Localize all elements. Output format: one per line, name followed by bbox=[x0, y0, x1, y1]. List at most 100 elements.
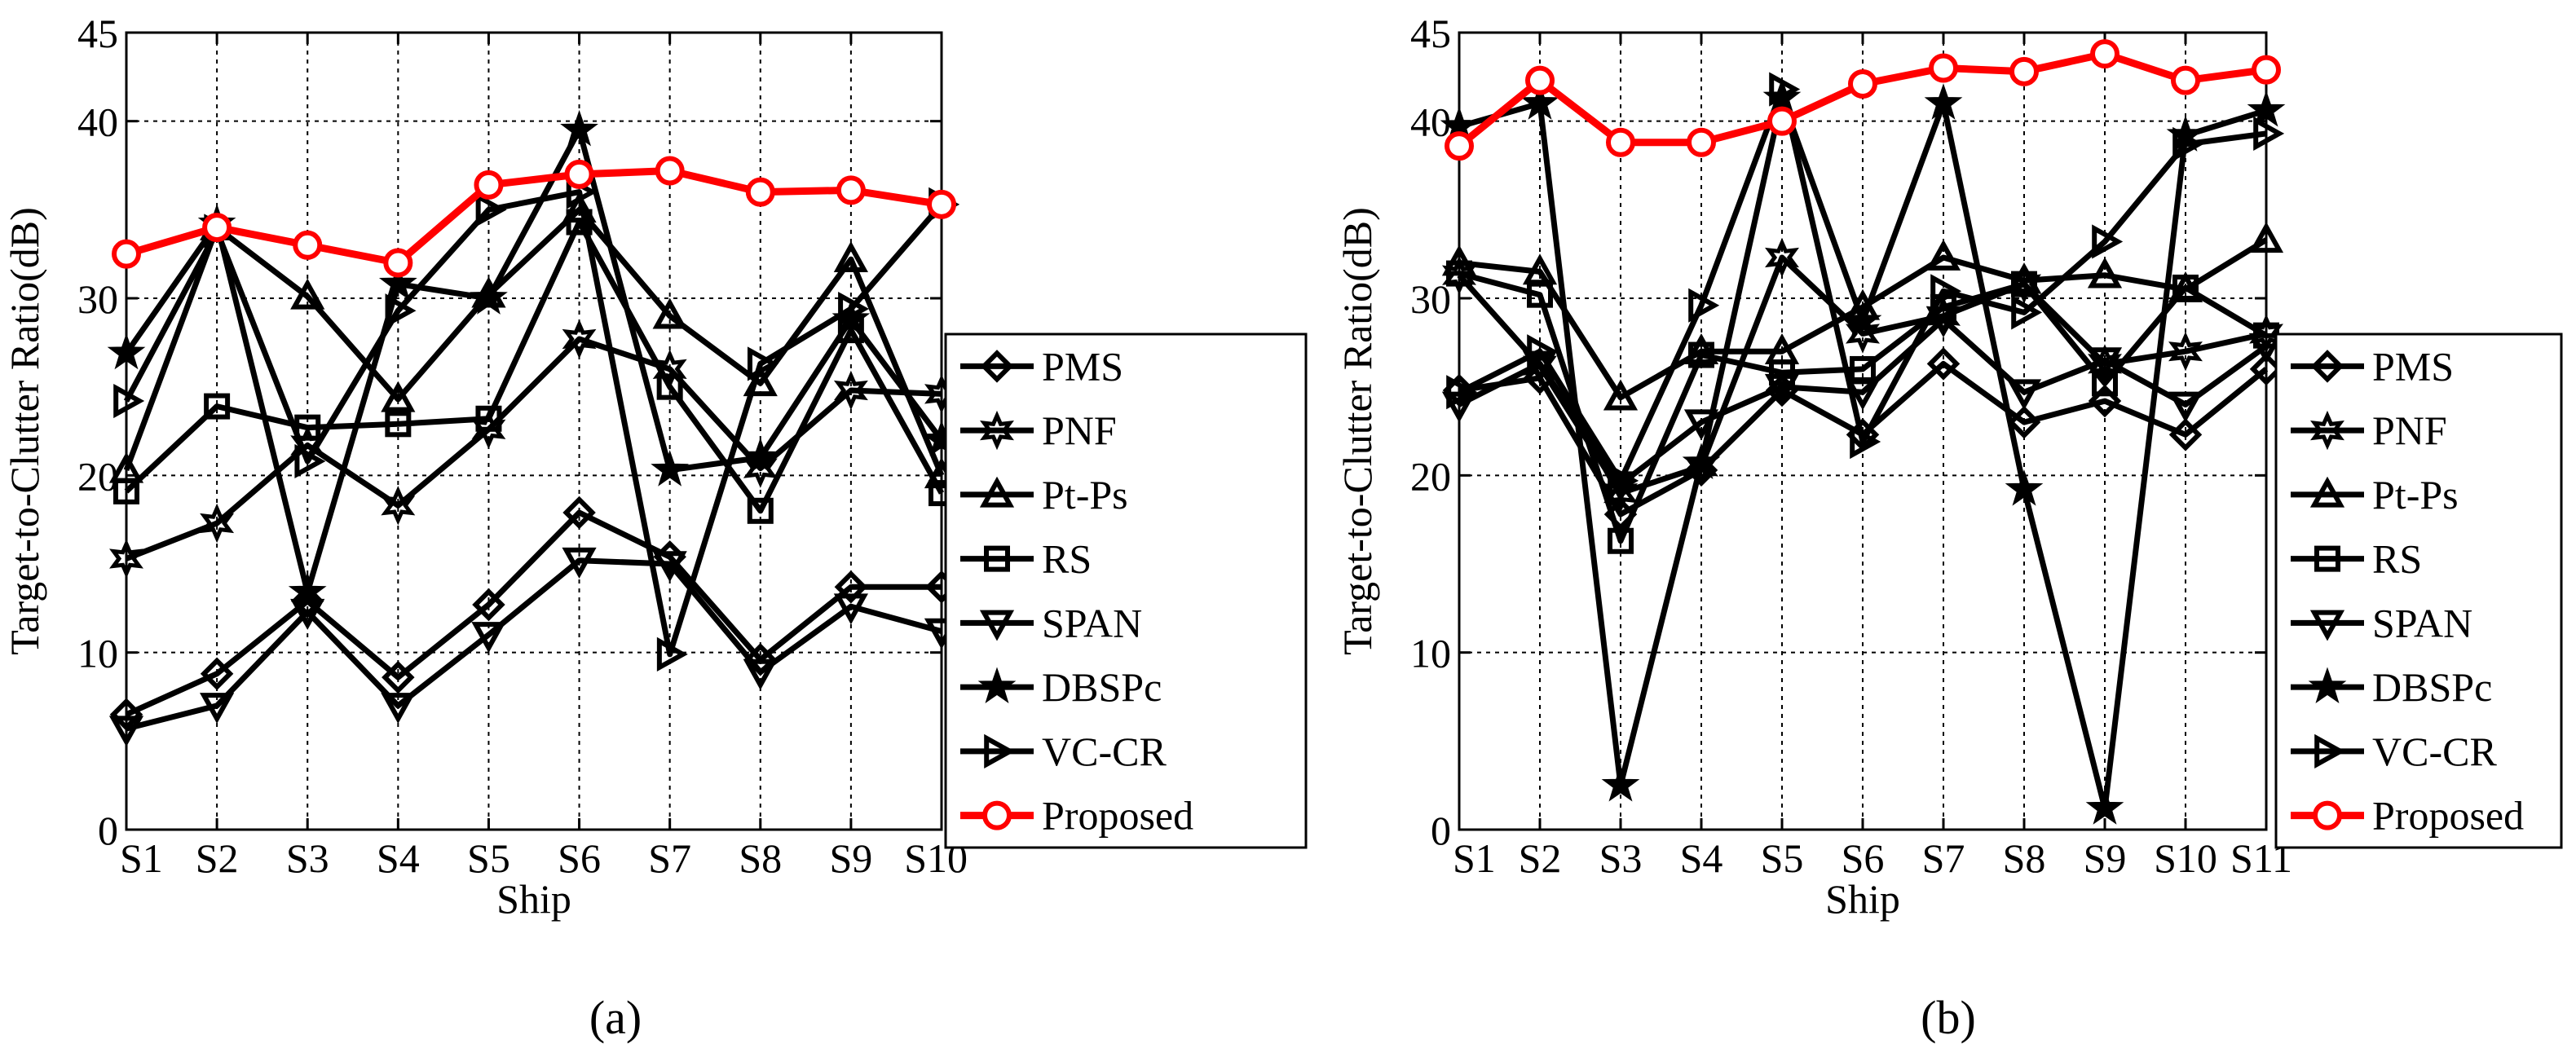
legend-marker bbox=[984, 733, 1016, 769]
data-point-pms bbox=[382, 660, 415, 694]
data-point-span bbox=[1441, 391, 1477, 423]
x-tick-label: S4 bbox=[377, 835, 420, 881]
data-point-vc-cr bbox=[1850, 424, 1881, 460]
data-point-proposed bbox=[2009, 56, 2039, 86]
data-point-dbspc bbox=[1520, 83, 1559, 120]
data-point-span bbox=[200, 693, 235, 724]
legend-label-pnf: PNF bbox=[1042, 407, 1117, 453]
data-point-rs bbox=[656, 373, 683, 400]
data-point-rs bbox=[204, 393, 231, 420]
data-point-span bbox=[2087, 347, 2123, 379]
x-tick-label: S2 bbox=[196, 835, 239, 881]
data-point-pnf bbox=[1846, 314, 1880, 354]
data-point-vc-cr bbox=[294, 443, 326, 479]
data-point-dbspc bbox=[651, 450, 690, 487]
y-tick-label: 10 bbox=[77, 631, 118, 676]
data-point-pnf bbox=[2168, 332, 2203, 372]
data-point-rs bbox=[1527, 281, 1553, 308]
data-point-dbspc bbox=[1924, 83, 1963, 120]
series-span bbox=[108, 547, 959, 747]
data-point-dbspc bbox=[1601, 765, 1640, 802]
data-point-proposed bbox=[202, 213, 232, 243]
legend-marker bbox=[2314, 545, 2340, 572]
series-line-vc-cr bbox=[1458, 86, 2267, 484]
y-tick-label: 45 bbox=[1410, 11, 1451, 56]
x-tick-label: S7 bbox=[1922, 835, 1965, 881]
data-point-span bbox=[2248, 333, 2284, 364]
data-point-span bbox=[2168, 391, 2203, 423]
data-point-span bbox=[381, 693, 416, 724]
data-point-span bbox=[290, 598, 325, 630]
y-tick-label: 40 bbox=[77, 99, 118, 145]
data-point-proposed bbox=[836, 175, 866, 205]
data-point-pt-ps bbox=[290, 278, 325, 310]
data-point-pt-ps bbox=[2087, 257, 2123, 288]
x-tick-label: S9 bbox=[829, 835, 872, 881]
data-point-pms bbox=[1926, 347, 1961, 381]
data-point-rs bbox=[1446, 260, 1472, 287]
data-point-vc-cr bbox=[113, 383, 145, 419]
legend-label-vc-cr: VC-CR bbox=[1042, 729, 1167, 774]
data-point-span bbox=[471, 622, 506, 654]
legend-label-rs: RS bbox=[1042, 536, 1092, 582]
data-point-vc-cr bbox=[1769, 72, 1801, 107]
x-tick-label: S9 bbox=[2084, 835, 2127, 881]
data-point-dbspc bbox=[378, 264, 417, 301]
y-tick-label: 0 bbox=[1431, 808, 1451, 853]
data-point-proposed bbox=[927, 189, 956, 219]
data-point-dbspc bbox=[741, 438, 780, 474]
data-point-vc-cr bbox=[656, 636, 688, 672]
legend-marker bbox=[982, 800, 1012, 830]
legend-label-dbspc: DBSPc bbox=[1042, 664, 1162, 710]
series-line-span bbox=[1458, 316, 2269, 487]
legend-marker bbox=[979, 476, 1015, 508]
legend-marker bbox=[2308, 667, 2347, 704]
x-tick-label: S6 bbox=[558, 835, 601, 881]
y-tick-label: 20 bbox=[77, 453, 118, 499]
legend-marker bbox=[977, 667, 1017, 704]
data-point-vc-cr bbox=[1527, 334, 1559, 369]
data-point-pnf bbox=[833, 370, 868, 411]
data-point-span bbox=[1925, 306, 1961, 338]
data-point-dbspc bbox=[107, 333, 146, 370]
panel-label: (b) bbox=[1921, 991, 1976, 1044]
data-point-vc-cr bbox=[2011, 295, 2043, 330]
data-point-pt-ps bbox=[1603, 379, 1639, 411]
data-point-vc-cr bbox=[1688, 288, 1720, 323]
data-point-vc-cr bbox=[1608, 463, 1639, 498]
data-point-proposed bbox=[1767, 106, 1797, 136]
legend-marker bbox=[2310, 350, 2344, 383]
data-point-proposed bbox=[1525, 65, 1555, 95]
data-point-dbspc bbox=[470, 278, 508, 315]
data-point-span bbox=[833, 593, 868, 625]
x-axis-label: Ship bbox=[496, 876, 571, 922]
legend-marker bbox=[984, 545, 1010, 572]
data-point-pt-ps bbox=[381, 381, 416, 412]
data-point-rs bbox=[1688, 341, 1714, 368]
data-point-proposed bbox=[1929, 53, 1958, 83]
legend-label-rs: RS bbox=[2372, 536, 2422, 582]
x-tick-label: S1 bbox=[120, 835, 163, 881]
data-point-proposed bbox=[1445, 131, 1474, 161]
legend-label-dbspc: DBSPc bbox=[2372, 664, 2492, 710]
data-point-proposed bbox=[474, 170, 504, 200]
legend-label-span: SPAN bbox=[1042, 600, 1142, 645]
legend-label-pt-ps: Pt-Ps bbox=[1042, 472, 1128, 517]
y-tick-label: 10 bbox=[1410, 631, 1451, 676]
data-point-rs bbox=[475, 405, 502, 432]
series-line-span bbox=[126, 557, 942, 732]
data-point-proposed bbox=[2171, 65, 2200, 95]
data-point-dbspc bbox=[1843, 301, 1882, 338]
legend-label-proposed: Proposed bbox=[1042, 793, 1193, 839]
legend-marker bbox=[2314, 733, 2346, 769]
panel-label: (a) bbox=[589, 991, 642, 1044]
data-point-proposed bbox=[383, 248, 413, 278]
data-point-rs bbox=[385, 411, 412, 438]
data-point-dbspc bbox=[560, 109, 598, 147]
data-point-rs bbox=[113, 478, 139, 504]
series-line-vc-cr bbox=[123, 189, 944, 658]
data-point-pt-ps bbox=[1925, 239, 1961, 271]
legend-marker bbox=[2309, 476, 2345, 508]
data-point-proposed bbox=[745, 177, 775, 207]
